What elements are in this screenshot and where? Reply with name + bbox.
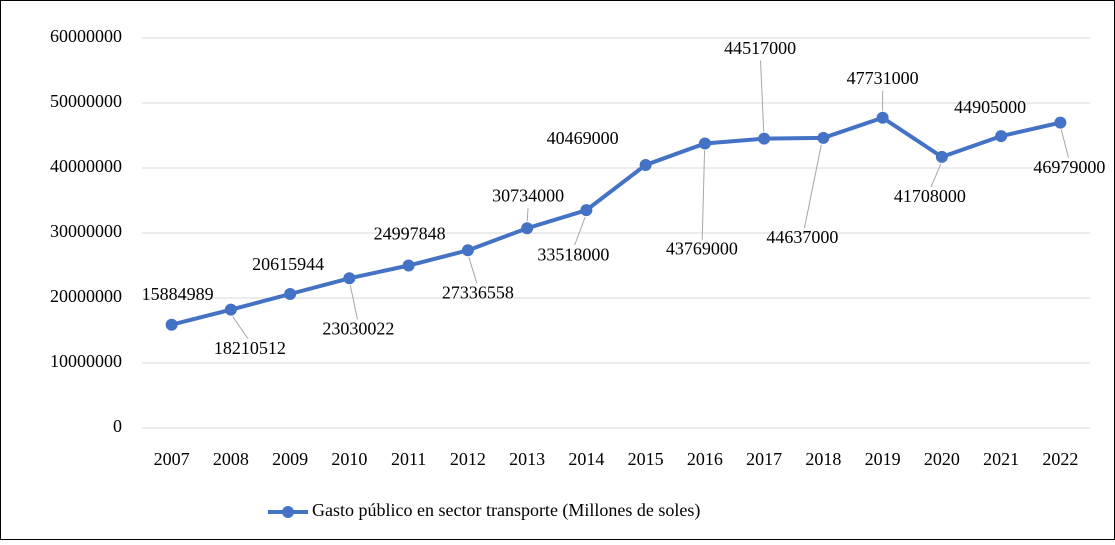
data-point <box>1054 116 1067 129</box>
data-label: 47731000 <box>847 68 919 88</box>
x-tick-label: 2012 <box>450 449 486 469</box>
data-label: 15884989 <box>142 284 214 304</box>
x-tick-label: 2010 <box>331 449 367 469</box>
data-point <box>817 131 830 144</box>
data-label: 44905000 <box>954 97 1026 117</box>
y-tick-label: 30000000 <box>50 221 122 241</box>
data-point <box>461 244 474 257</box>
leader-line <box>468 257 478 284</box>
data-point <box>935 150 948 163</box>
x-tick-label: 2014 <box>568 449 604 469</box>
data-label: 23030022 <box>322 318 394 338</box>
data-label: 46979000 <box>1033 157 1105 177</box>
y-tick-label: 20000000 <box>50 286 122 306</box>
x-tick-label: 2011 <box>391 449 426 469</box>
data-label: 41708000 <box>894 186 966 206</box>
data-label: 30734000 <box>492 185 564 205</box>
leader-line <box>349 285 358 320</box>
x-tick-label: 2017 <box>746 449 782 469</box>
data-label: 18210512 <box>214 338 286 358</box>
leader-line <box>803 144 822 228</box>
x-tick-label: 2016 <box>687 449 723 469</box>
x-tick-label: 2019 <box>865 449 901 469</box>
x-tick-label: 2018 <box>805 449 841 469</box>
leader-line <box>760 60 765 132</box>
x-tick-label: 2020 <box>924 449 960 469</box>
data-point <box>639 158 652 171</box>
x-tick-label: 2008 <box>213 449 249 469</box>
x-tick-label: 2022 <box>1042 449 1078 469</box>
data-line <box>171 115 1061 327</box>
data-point <box>224 303 237 316</box>
data-point <box>402 259 415 272</box>
x-tick-label: 2009 <box>272 449 308 469</box>
leader-line <box>526 208 529 222</box>
data-label: 20615944 <box>252 254 324 274</box>
leader-line <box>232 316 249 339</box>
x-tick-label: 2021 <box>983 449 1019 469</box>
leader-line <box>574 216 586 246</box>
data-point <box>876 111 889 124</box>
y-tick-label: 10000000 <box>50 351 122 371</box>
data-point <box>284 287 297 300</box>
data-label: 44517000 <box>724 38 796 58</box>
data-point <box>758 132 771 145</box>
leader-line <box>1060 129 1069 158</box>
data-label: 40469000 <box>547 128 619 148</box>
data-point <box>580 204 593 217</box>
x-tick-label: 2015 <box>628 449 664 469</box>
y-tick-label: 0 <box>113 416 122 436</box>
data-label: 43769000 <box>666 239 738 259</box>
x-tick-label: 2013 <box>509 449 545 469</box>
data-point <box>995 130 1008 143</box>
data-point <box>698 137 711 150</box>
y-tick-label: 40000000 <box>50 156 122 176</box>
leader-line <box>930 163 942 188</box>
data-label: 24997848 <box>374 224 446 244</box>
data-label: 33518000 <box>537 244 609 264</box>
data-label: 44637000 <box>766 227 838 247</box>
data-point <box>521 222 534 235</box>
legend-marker <box>282 506 294 518</box>
x-tick-label: 2007 <box>154 449 190 469</box>
data-label: 27336558 <box>442 282 514 302</box>
y-tick-label: 60000000 <box>50 26 122 46</box>
data-point <box>165 318 178 331</box>
data-point <box>343 272 356 285</box>
legend-label: Gasto público en sector transporte (Mill… <box>312 500 700 521</box>
leader-line <box>701 150 706 240</box>
y-tick-label: 50000000 <box>50 91 122 111</box>
